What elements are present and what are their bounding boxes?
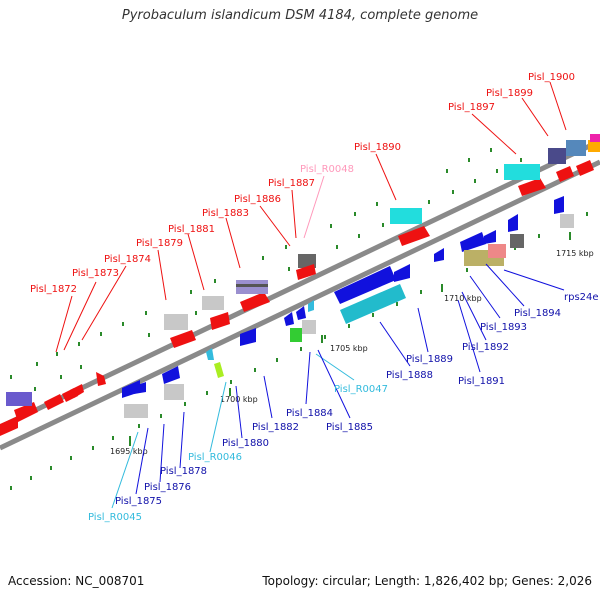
gene-orange — [588, 140, 600, 152]
gene-label[interactable]: Pisl_1887 — [268, 178, 315, 189]
gene-label[interactable]: Pisl_1900 — [528, 72, 575, 83]
gene-label[interactable]: Pisl_1894 — [514, 308, 561, 319]
gene-label[interactable]: Pisl_1890 — [354, 142, 401, 153]
gene-blue — [460, 232, 486, 252]
gene-blue — [394, 264, 410, 282]
gene-blue — [162, 366, 180, 384]
gene-red — [240, 292, 270, 312]
gene-label[interactable]: Pisl_1876 — [144, 482, 191, 493]
gene-label[interactable]: Pisl_R0046 — [188, 452, 242, 463]
reverse-genes — [122, 196, 574, 418]
gene-blue — [134, 382, 146, 394]
gene-label[interactable]: Pisl_1883 — [202, 208, 249, 219]
gene-label[interactable]: Pisl_1872 — [30, 284, 77, 295]
gene-magenta — [590, 134, 600, 142]
tick-1700: 1700 kbp — [220, 395, 258, 404]
labels-top: Pisl_1872 Pisl_1873 Pisl_1874 Pisl_1879 … — [30, 72, 575, 295]
gene-label[interactable]: Pisl_1888 — [386, 370, 433, 381]
gene-red — [170, 330, 196, 348]
kbp-ticks: 1695 kbp 1700 kbp 1705 kbp 1710 kbp 1715… — [110, 232, 594, 456]
leader-lines — [55, 81, 567, 509]
gene-red — [518, 178, 546, 196]
gene-label[interactable]: Pisl_1874 — [104, 254, 151, 265]
gene-label[interactable]: Pisl_1893 — [480, 322, 527, 333]
gene-purple — [548, 148, 566, 164]
gene-red — [210, 312, 230, 330]
gene-label[interactable]: Pisl_1881 — [168, 224, 215, 235]
gene-label[interactable]: rps24e — [564, 292, 599, 303]
gene-grey — [302, 320, 316, 334]
gene-steelblue — [566, 140, 586, 156]
forward-genes — [0, 134, 600, 436]
gene-red — [296, 264, 316, 280]
gene-label[interactable]: Pisl_1892 — [462, 342, 509, 353]
labels-bottom: Pisl_R0045 Pisl_1875 Pisl_1876 Pisl_1878… — [88, 292, 599, 523]
gene-label[interactable]: Pisl_1897 — [448, 102, 495, 113]
gene-red — [44, 394, 64, 410]
gene-label[interactable]: Pisl_1884 — [286, 408, 333, 419]
gene-grey — [202, 296, 224, 310]
gene-pink — [488, 244, 506, 258]
gene-teal — [340, 284, 406, 324]
gene-label[interactable]: Pisl_1889 — [406, 354, 453, 365]
gene-red — [0, 416, 18, 436]
gene-grey — [164, 314, 188, 330]
gene-label[interactable]: Pisl_1873 — [72, 268, 119, 279]
gene-blue — [240, 328, 256, 346]
gene-blue — [334, 266, 396, 304]
gene-green — [290, 328, 302, 342]
gene-red — [576, 160, 594, 176]
gene-red — [70, 384, 84, 398]
gene-blue — [434, 248, 444, 262]
gene-darkgrey — [510, 234, 524, 248]
gene-red — [556, 166, 574, 182]
gene-red — [96, 372, 106, 386]
gene-label[interactable]: Pisl_1879 — [136, 238, 183, 249]
gene-label[interactable]: Pisl_1875 — [115, 496, 162, 507]
gene-blue — [554, 196, 564, 214]
gene-label[interactable]: Pisl_R0045 — [88, 512, 142, 523]
gene-lime — [214, 362, 224, 378]
accession-text: Accession: NC_008701 — [8, 574, 145, 588]
gene-red — [398, 226, 430, 246]
gene-label[interactable]: Pisl_R0047 — [334, 384, 388, 395]
tick-1695: 1695 kbp — [110, 447, 148, 456]
gene-cyan — [504, 164, 540, 180]
gene-red — [14, 402, 38, 422]
genome-summary-text: Topology: circular; Length: 1,826,402 bp… — [262, 574, 592, 588]
gene-darkgrey — [298, 254, 316, 268]
gene-grey — [124, 404, 148, 418]
gene-purple — [6, 392, 32, 406]
backbone-lower — [0, 159, 600, 451]
tick-1715: 1715 kbp — [556, 249, 594, 258]
gene-label[interactable]: Pisl_R0048 — [300, 164, 354, 175]
gene-blue — [296, 306, 306, 320]
gene-cyanrna — [206, 348, 214, 360]
gene-cyan — [390, 208, 422, 224]
map-title: Pyrobaculum islandicum DSM 4184, complet… — [121, 8, 479, 23]
gene-label[interactable]: Pisl_1886 — [234, 194, 281, 205]
gene-label[interactable]: Pisl_1880 — [222, 438, 269, 449]
gene-blue — [484, 230, 496, 244]
gene-label[interactable]: Pisl_1882 — [252, 422, 299, 433]
gene-label[interactable]: Pisl_1885 — [326, 422, 373, 433]
gene-label[interactable]: Pisl_1878 — [160, 466, 207, 477]
gene-label[interactable]: Pisl_1891 — [458, 376, 505, 387]
tick-1710: 1710 kbp — [444, 294, 482, 303]
gene-grey — [560, 214, 574, 228]
gene-blue — [284, 312, 294, 326]
tick-1705: 1705 kbp — [330, 344, 368, 353]
gene-grey — [164, 384, 184, 400]
gene-label[interactable]: Pisl_1899 — [486, 88, 533, 99]
gene-cyanrna — [308, 300, 314, 312]
dot-row-outer — [10, 148, 492, 379]
gene-blue — [508, 214, 518, 232]
